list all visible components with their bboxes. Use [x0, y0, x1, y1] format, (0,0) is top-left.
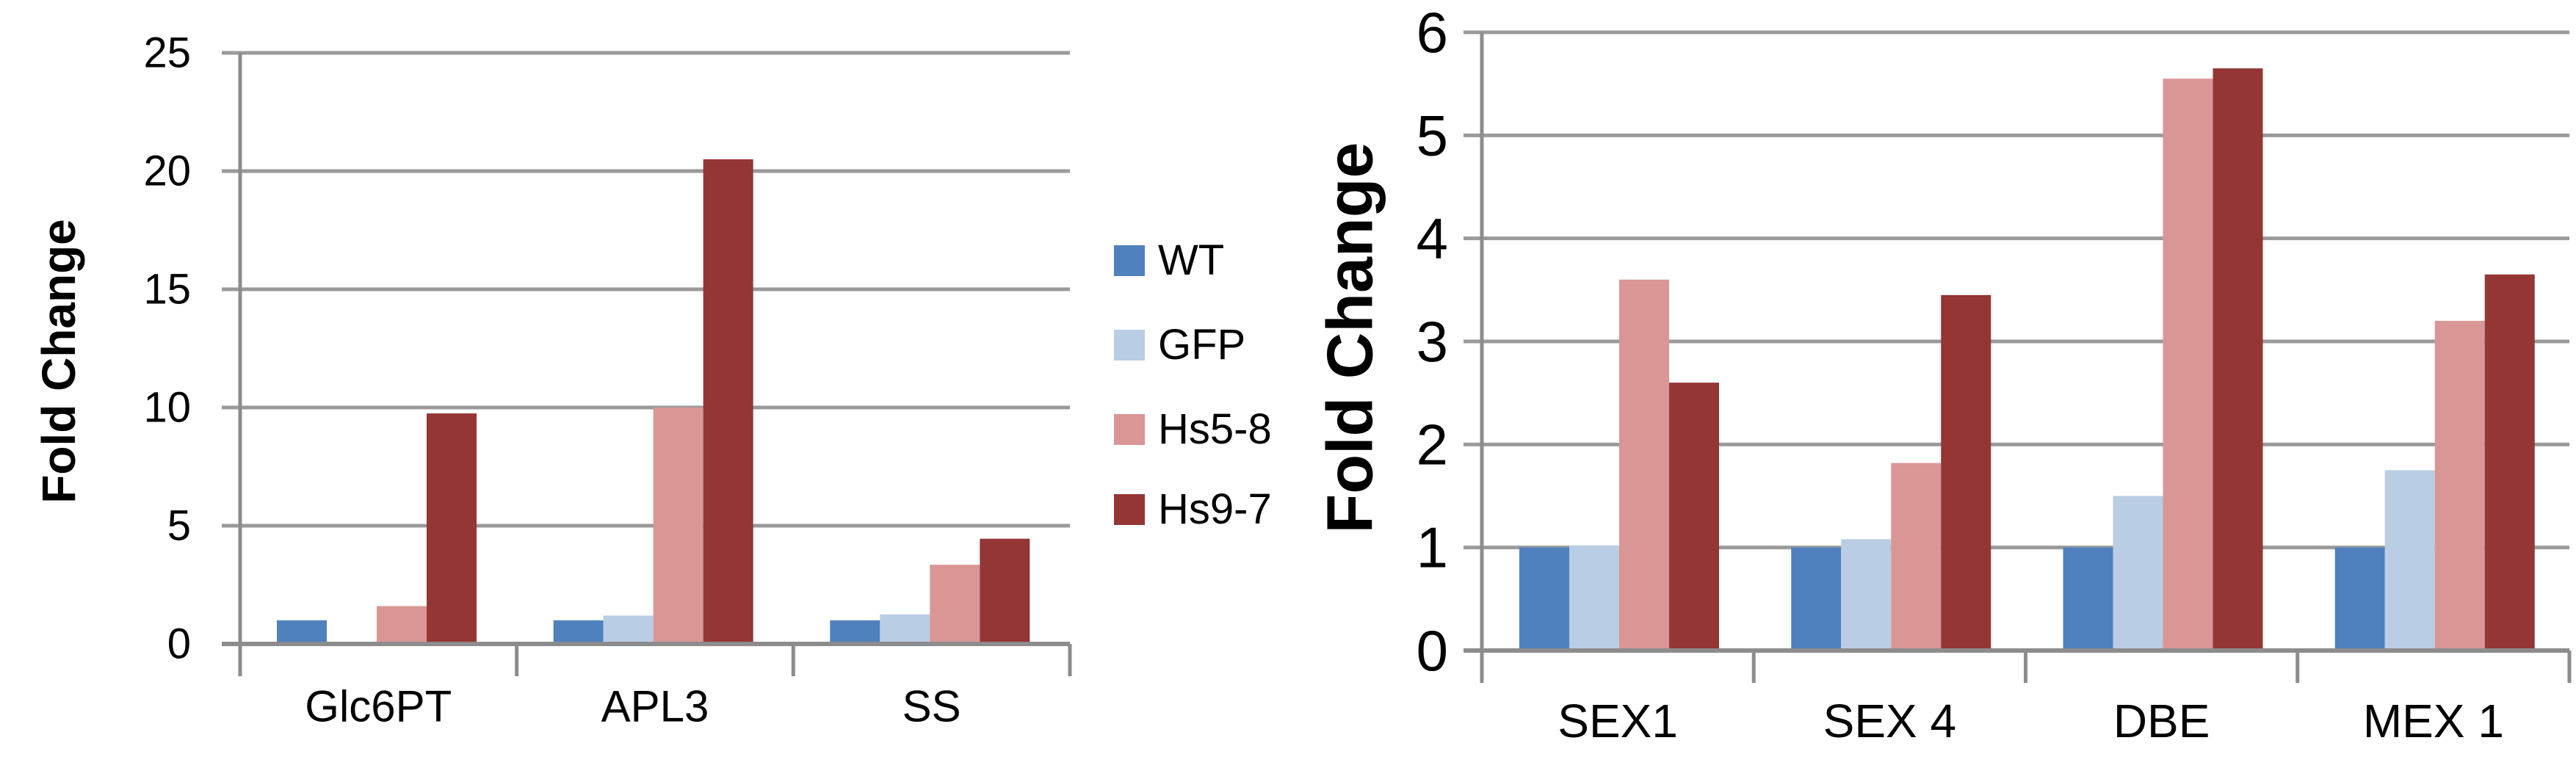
- bar-WT-MEX 1: [2334, 547, 2385, 651]
- bar-GFP-DBE: [2113, 496, 2163, 651]
- bar-GFP-SS: [880, 614, 930, 644]
- bar-Hs5-8-SEX 4: [1891, 463, 1942, 651]
- y-axis-title: Fold Change: [1314, 142, 1386, 534]
- legend-label-hs5-8: Hs5-8: [1158, 405, 1272, 453]
- y-tick-label: 3: [1417, 309, 1448, 374]
- bar-Hs5-8-SS: [930, 565, 980, 644]
- bar-GFP-SEX1: [1569, 545, 1619, 651]
- bar-Hs9-7-DBE: [2213, 68, 2263, 651]
- y-tick-label: 15: [143, 266, 191, 314]
- category-label: Glc6PT: [305, 682, 452, 731]
- bar-WT-APL3: [553, 620, 604, 644]
- y-tick-label: 5: [1417, 103, 1448, 167]
- bar-Hs5-8-DBE: [2163, 79, 2213, 651]
- bar-Hs5-8-SEX1: [1619, 279, 1669, 651]
- legend-swatch-hs9-7: [1114, 494, 1145, 525]
- left-chart: 0 5 10 15 20 25 Glc6PT APL3 SS Fold Change: [32, 29, 1072, 731]
- y-axis-title: Fold Change: [32, 219, 85, 504]
- y-tick-label: 1: [1417, 515, 1448, 580]
- y-tick-label: 4: [1417, 206, 1448, 271]
- legend-item-hs9-7: Hs9-7: [1114, 488, 1272, 531]
- legend: WT GFP Hs5-8 Hs9-7: [1114, 0, 1305, 757]
- y-tick-label: 20: [143, 148, 191, 195]
- bar-GFP-MEX 1: [2384, 470, 2435, 651]
- bar-Hs9-7-SS: [980, 538, 1030, 644]
- bar-Hs5-8-MEX 1: [2434, 320, 2485, 651]
- category-label: MEX 1: [2363, 695, 2504, 747]
- bar-WT-SEX 4: [1791, 547, 1842, 651]
- legend-item-hs5-8: Hs5-8: [1114, 408, 1272, 451]
- legend-label-gfp: GFP: [1158, 321, 1246, 369]
- y-tick-label: 0: [167, 620, 191, 668]
- legend-swatch-gfp: [1114, 330, 1145, 361]
- bar-Hs9-7-MEX 1: [2484, 274, 2535, 651]
- bar-WT-SEX1: [1519, 547, 1569, 651]
- y-tick-label: 25: [143, 29, 191, 77]
- category-label: APL3: [601, 682, 709, 731]
- bar-Hs9-7-APL3: [703, 159, 753, 644]
- bar-Hs5-8-Glc6PT: [377, 606, 427, 644]
- legend-label-hs9-7: Hs9-7: [1158, 485, 1272, 533]
- legend-label-wt: WT: [1158, 236, 1225, 284]
- y-tick-label: 5: [167, 502, 191, 550]
- y-tick-label: 10: [143, 384, 191, 432]
- bar-Hs9-7-SEX1: [1669, 383, 1719, 651]
- bar-WT-Glc6PT: [277, 620, 327, 644]
- bar-GFP-SEX 4: [1841, 539, 1892, 651]
- bar-Hs9-7-Glc6PT: [427, 413, 477, 644]
- legend-item-wt: WT: [1114, 239, 1224, 282]
- right-chart: 0 1 2 3 4 5 6 SEX1 SEX 4 DBE MEX 1 Fold Change: [1314, 0, 2572, 747]
- legend-swatch-hs5-8: [1114, 414, 1145, 445]
- category-label: SEX1: [1557, 695, 1678, 747]
- y-tick-label: 6: [1417, 0, 1448, 65]
- bar-GFP-APL3: [603, 615, 654, 644]
- bar-Hs5-8-APL3: [653, 408, 703, 644]
- category-label: SEX 4: [1823, 695, 1956, 747]
- legend-swatch-wt: [1114, 245, 1145, 276]
- category-label: SS: [902, 682, 961, 731]
- bar-WT-SS: [830, 620, 880, 644]
- legend-item-gfp: GFP: [1114, 324, 1245, 366]
- y-tick-label: 2: [1417, 412, 1448, 477]
- bar-WT-DBE: [2063, 547, 2113, 651]
- bar-Hs9-7-SEX 4: [1941, 294, 1991, 651]
- category-label: DBE: [2113, 695, 2210, 747]
- y-tick-label: 0: [1417, 618, 1448, 683]
